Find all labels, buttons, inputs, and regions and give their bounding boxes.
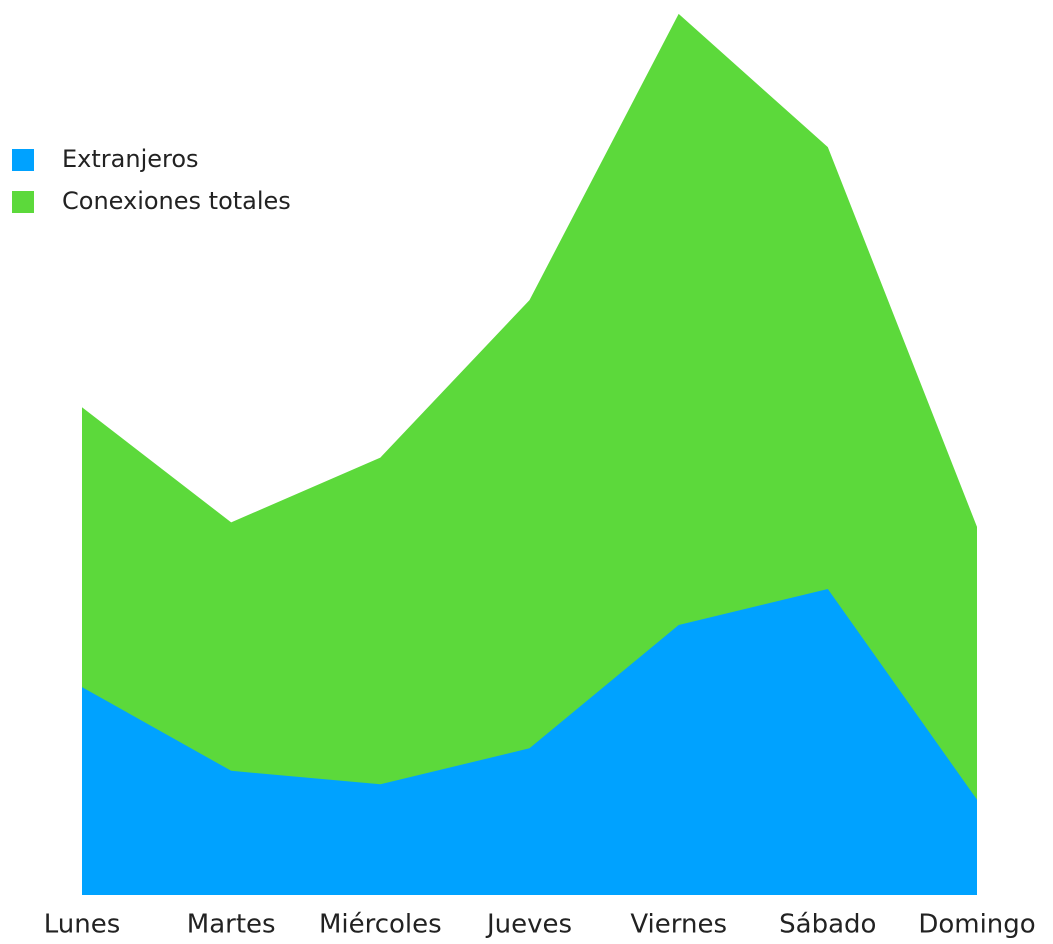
legend-swatch [12,149,34,171]
legend-label: Conexiones totales [62,187,291,215]
x-tick-label: Jueves [485,910,572,940]
x-tick-label: Lunes [44,910,121,940]
x-tick-label: Miércoles [319,910,442,940]
x-tick-label: Martes [187,910,276,940]
area [82,589,977,895]
legend-label: Extranjeros [62,145,199,173]
x-tick-label: Viernes [630,910,727,940]
legend-swatch [12,191,34,213]
x-tick-label: Sábado [779,910,876,940]
x-tick-label: Domingo [918,910,1035,940]
